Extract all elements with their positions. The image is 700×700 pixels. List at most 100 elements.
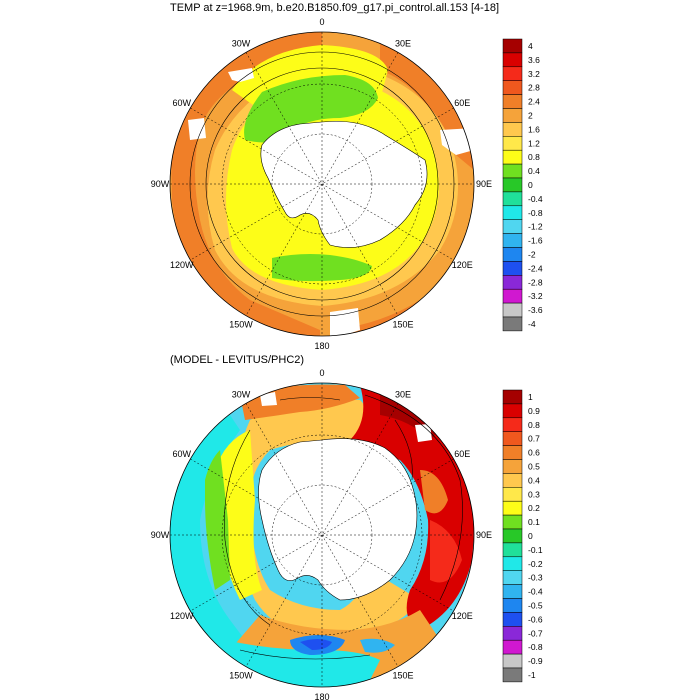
colorbar-label: -0.7: [528, 628, 543, 638]
colorbar-swatch: [502, 191, 523, 207]
diff-band-0.1: [205, 450, 230, 590]
panel2-map: [169, 382, 475, 688]
missing-data-patch: [415, 424, 432, 442]
longitude-label: 180: [314, 341, 329, 351]
colorbar-label: 0.3: [528, 489, 540, 499]
diff-band-0.8: [430, 520, 462, 583]
longitude-label: 90E: [476, 530, 492, 540]
map-boundary: [169, 382, 475, 688]
diff-band--0.1: [170, 415, 260, 660]
contour-line: [279, 397, 341, 401]
longitude-label: 90E: [476, 179, 492, 189]
longitude-label: 0: [319, 368, 324, 378]
colorbar-label: -2.4: [528, 263, 543, 273]
colorbar-swatch: [502, 389, 523, 405]
longitude-label: 60E: [454, 449, 470, 459]
colorbar-label: 1.6: [528, 124, 540, 134]
colorbar-swatch: [502, 612, 523, 627]
colorbar-swatch: [502, 667, 523, 683]
colorbar-label: 0.8: [528, 152, 540, 162]
colorbar-label: 0.9: [528, 406, 540, 416]
colorbar-label: 0: [528, 180, 533, 190]
temp-band-2.4: [170, 32, 322, 336]
longitude-label: 120W: [170, 260, 194, 270]
colorbar-label: 0.5: [528, 461, 540, 471]
colorbar-swatch: [502, 626, 523, 641]
map-boundary: [169, 31, 475, 337]
colorbar-label: -2: [528, 249, 536, 259]
colorbar-label: 0.4: [528, 166, 540, 176]
colorbar-swatch: [502, 136, 523, 151]
longitude-label: 60W: [172, 98, 191, 108]
colorbar-swatch: [502, 459, 523, 474]
colorbar-swatch: [502, 261, 523, 276]
colorbar-label: -1.6: [528, 236, 543, 246]
colorbar-label: 3.2: [528, 69, 540, 79]
colorbar-label: 0.7: [528, 434, 540, 444]
diff-band--0.4: [360, 638, 395, 653]
colorbar-swatch: [502, 639, 523, 655]
panel2-longitude-labels: 0 30E 60E 90E 120E 150E 180 150W 120W 90W 60W 30W: [151, 368, 492, 700]
panel2-colorbar: 1 0.9 0.8 0.7 0.6 0.5 0.4 0.3 0.2 0.1 0 -0.1 -0.2 -0.…: [502, 389, 543, 683]
longitude-label: 90W: [151, 530, 170, 540]
colorbar-swatch: [502, 288, 523, 304]
colorbar-label: -1: [528, 670, 536, 680]
colorbar-label: 0.1: [528, 517, 540, 527]
colorbar-swatch: [502, 431, 523, 446]
colorbar-swatch: [502, 163, 523, 179]
colorbar-swatch: [502, 275, 523, 290]
longitude-label: 150W: [229, 670, 253, 680]
longitude-label: 30E: [395, 39, 411, 49]
antarctica-landmass: [258, 438, 418, 601]
longitude-label: 120E: [452, 260, 473, 270]
longitude-gridline: [245, 52, 399, 316]
colorbar-label: -0.5: [528, 601, 543, 611]
contour-line: [364, 394, 463, 601]
colorbar-label: -1.2: [528, 222, 543, 232]
longitude-label: 120W: [170, 611, 194, 621]
diff-band-0.6: [420, 470, 448, 514]
longitude-label: 30W: [232, 39, 251, 49]
colorbar-label: 0: [528, 531, 533, 541]
longitude-gridline: [190, 458, 454, 612]
colorbar-swatch: [502, 38, 523, 54]
colorbar-swatch: [502, 149, 523, 165]
colorbar-label: -0.8: [528, 642, 543, 652]
colorbar-label: 0.4: [528, 475, 540, 485]
colorbar-swatch: [502, 570, 523, 585]
contour-line: [239, 649, 371, 660]
longitude-label: 60W: [172, 449, 191, 459]
colorbar-swatch: [502, 205, 523, 220]
colorbar-label: -0.8: [528, 208, 543, 218]
colorbar-label: 1: [528, 392, 533, 402]
longitude-gridline: [245, 403, 399, 667]
missing-data-patch: [188, 118, 206, 140]
colorbar-swatch: [502, 403, 523, 419]
temp-band-0.8: [272, 254, 372, 282]
colorbar-swatch: [502, 177, 523, 193]
contour-line: [394, 419, 413, 481]
longitude-label: 180: [314, 692, 329, 700]
longitude-label: 150E: [392, 319, 413, 329]
colorbar-label: 2.8: [528, 83, 540, 93]
colorbar-label: -2.8: [528, 277, 543, 287]
colorbar-swatch: [502, 556, 523, 571]
colorbar-label: -0.6: [528, 614, 543, 624]
colorbar-label: -0.2: [528, 559, 543, 569]
longitude-label: 30W: [232, 390, 251, 400]
colorbar-label: -0.4: [528, 194, 543, 204]
longitude-label: 60E: [454, 98, 470, 108]
colorbar-swatch: [502, 528, 523, 544]
colorbar-label: 0.2: [528, 503, 540, 513]
colorbar-swatch: [502, 487, 523, 502]
diff-band--0.6: [300, 639, 332, 650]
longitude-label: 150E: [392, 670, 413, 680]
colorbar-label: -0.4: [528, 587, 543, 597]
panel1-colorbar: 4 3.6 3.2 2.8 2.4 2 1.6 1.2 0.8 0.4 0 -0.4 -0.8 -1.2 -…: [502, 38, 543, 332]
colorbar-swatch: [502, 247, 523, 262]
longitude-label: 120E: [452, 611, 473, 621]
panel1-title: TEMP at z=1968.9m, b.e20.B1850.f09_g17.p…: [170, 2, 500, 14]
temp-band-0.8: [244, 75, 378, 143]
colorbar-label: 0.6: [528, 448, 540, 458]
